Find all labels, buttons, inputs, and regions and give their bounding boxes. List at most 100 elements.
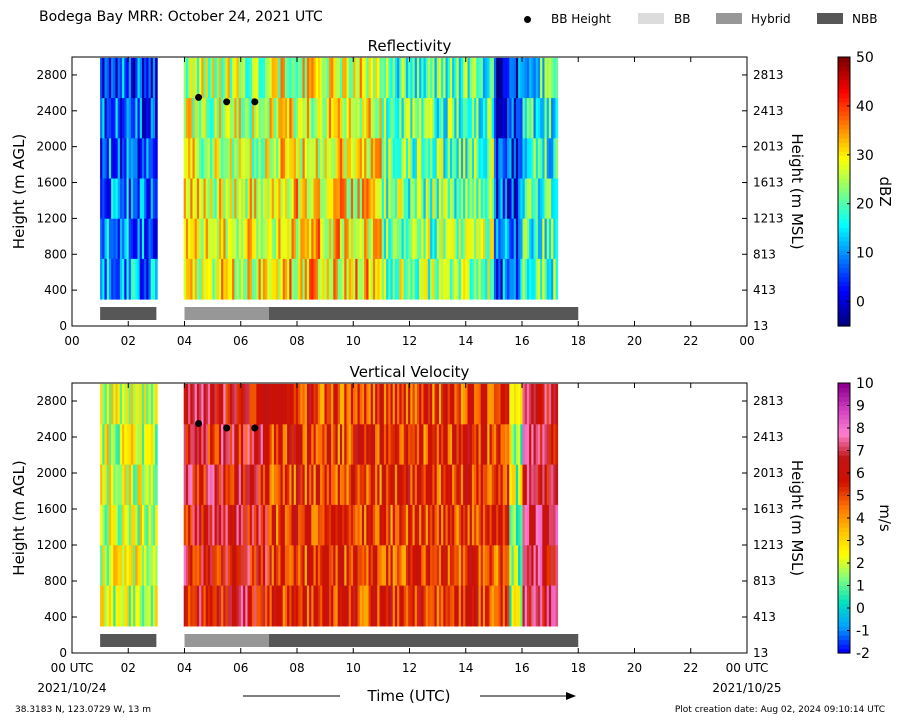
colorbar-label: m/s xyxy=(876,504,894,532)
colorbar-tick-label: 2 xyxy=(856,556,865,572)
y-axis-label-right: Height (m MSL) xyxy=(788,133,806,249)
y-tick-label: 800 xyxy=(44,247,67,261)
y-tick-label-right: 2813 xyxy=(753,394,784,408)
date-start-label: 2021/10/24 xyxy=(37,681,106,695)
y-tick-label: 400 xyxy=(44,610,67,624)
colorbar-tick-label: 40 xyxy=(856,99,874,115)
x-tick-label: 00 UTC xyxy=(726,661,769,675)
y-tick-label: 800 xyxy=(44,574,67,588)
x-tick-label: 12 xyxy=(402,661,417,675)
x-tick-label: 16 xyxy=(514,661,529,675)
legend-label: Hybrid xyxy=(751,12,791,26)
x-tick-label: 00 UTC xyxy=(51,661,94,675)
colorbar-tick-label: 9 xyxy=(856,399,865,415)
x-tick-label: 18 xyxy=(571,661,586,675)
x-tick-label: 04 xyxy=(177,334,192,348)
y-axis-label: Height (m AGL) xyxy=(10,134,28,249)
colorbar-frame xyxy=(837,56,851,327)
x-tick-label: 16 xyxy=(514,334,529,348)
x-tick-label: 04 xyxy=(177,661,192,675)
y-tick-label: 2800 xyxy=(36,394,67,408)
colorbar-tick-label: 30 xyxy=(856,148,874,164)
y-tick-label-right: 2813 xyxy=(753,68,784,82)
x-tick-label: 08 xyxy=(289,334,304,348)
rain-type-bar xyxy=(268,634,579,647)
legend-label: BB xyxy=(674,12,691,26)
y-tick-label: 2400 xyxy=(36,104,67,118)
colorbar-tick-label: -2 xyxy=(856,646,870,662)
y-tick-label-right: 2413 xyxy=(753,104,784,118)
footer-location: 38.3183 N, 123.0729 W, 13 m xyxy=(15,705,152,715)
y-tick-label-right: 413 xyxy=(753,610,776,624)
rain-type-bar xyxy=(100,307,157,320)
x-tick-label: 02 xyxy=(121,661,136,675)
colorbar-tick-label: 10 xyxy=(856,246,874,262)
x-tick-label: 02 xyxy=(121,334,136,348)
footer-creation-date: Plot creation date: Aug 02, 2024 09:10:1… xyxy=(674,705,885,715)
y-tick-label-right: 13 xyxy=(753,646,768,660)
figure-title: Bodega Bay MRR: October 24, 2021 UTC xyxy=(39,9,323,25)
date-end-label: 2021/10/25 xyxy=(712,681,781,695)
colorbar-tick-label: -1 xyxy=(856,624,870,640)
colorbar-tick-label: 3 xyxy=(856,534,865,550)
y-tick-label-right: 813 xyxy=(753,247,776,261)
x-tick-label: 00 xyxy=(739,334,754,348)
y-tick-label-right: 813 xyxy=(753,574,776,588)
y-tick-label-right: 1213 xyxy=(753,211,784,225)
hybrid-swatch-icon xyxy=(716,13,742,24)
colorbar-tick-label: 50 xyxy=(856,50,874,66)
rain-type-bar xyxy=(100,634,157,647)
rain-type-bar xyxy=(184,634,269,647)
x-tick-label: 12 xyxy=(402,334,417,348)
y-axis-label-right: Height (m MSL) xyxy=(788,460,806,576)
bb-height-point xyxy=(251,98,259,106)
y-tick-label: 0 xyxy=(59,319,67,333)
x-tick-label: 20 xyxy=(627,334,642,348)
heatmap-field xyxy=(100,57,559,300)
x-tick-label: 06 xyxy=(233,661,248,675)
y-tick-label: 1600 xyxy=(36,502,67,516)
colorbar-tick-label: 6 xyxy=(856,466,865,482)
x-tick-label: 18 xyxy=(571,334,586,348)
colorbar-label: dBZ xyxy=(876,176,894,206)
colorbar-tick-label: 10 xyxy=(856,376,874,392)
x-axis-label: Time (UTC) xyxy=(367,687,451,705)
bb-height-point xyxy=(251,424,259,432)
y-tick-label: 400 xyxy=(44,283,67,297)
x-tick-label: 00 xyxy=(64,334,79,348)
x-tick-label: 22 xyxy=(683,661,698,675)
colorbar-tick-label: 5 xyxy=(856,489,865,505)
x-tick-label: 14 xyxy=(458,334,473,348)
colorbar-tick-label: 20 xyxy=(856,197,874,213)
bb-height-point xyxy=(195,420,203,427)
colorbar-tick-label: 1 xyxy=(856,579,865,595)
colorbar: -2 -1 0 1 2 3 4 5 6 7 8 9 10 m/s xyxy=(837,376,894,662)
y-tick-label-right: 1613 xyxy=(753,502,784,516)
y-tick-label-right: 1213 xyxy=(753,538,784,552)
bb-height-marker-icon xyxy=(524,16,531,23)
heatmap-field xyxy=(100,383,559,627)
y-tick-label-right: 2013 xyxy=(753,466,784,480)
colorbar-tick-label: 7 xyxy=(856,444,865,460)
y-tick-label: 1600 xyxy=(36,176,67,190)
y-axis-label: Height (m AGL) xyxy=(10,460,28,575)
panel-title: Vertical Velocity xyxy=(350,363,470,381)
bb-height-point xyxy=(223,98,231,106)
x-tick-label: 22 xyxy=(683,334,698,348)
y-tick-label-right: 2413 xyxy=(753,430,784,444)
x-tick-label: 10 xyxy=(346,661,361,675)
y-tick-label: 0 xyxy=(59,646,67,660)
bb-height-point xyxy=(223,424,231,432)
colorbar-tick-label: 4 xyxy=(856,511,865,527)
y-tick-label: 1200 xyxy=(36,538,67,552)
panel-title: Reflectivity xyxy=(368,37,452,55)
y-tick-label-right: 2013 xyxy=(753,140,784,154)
y-tick-label: 2000 xyxy=(36,466,67,480)
arrow-head-icon xyxy=(566,692,576,700)
x-tick-label: 08 xyxy=(289,661,304,675)
y-tick-label: 1200 xyxy=(36,211,67,225)
